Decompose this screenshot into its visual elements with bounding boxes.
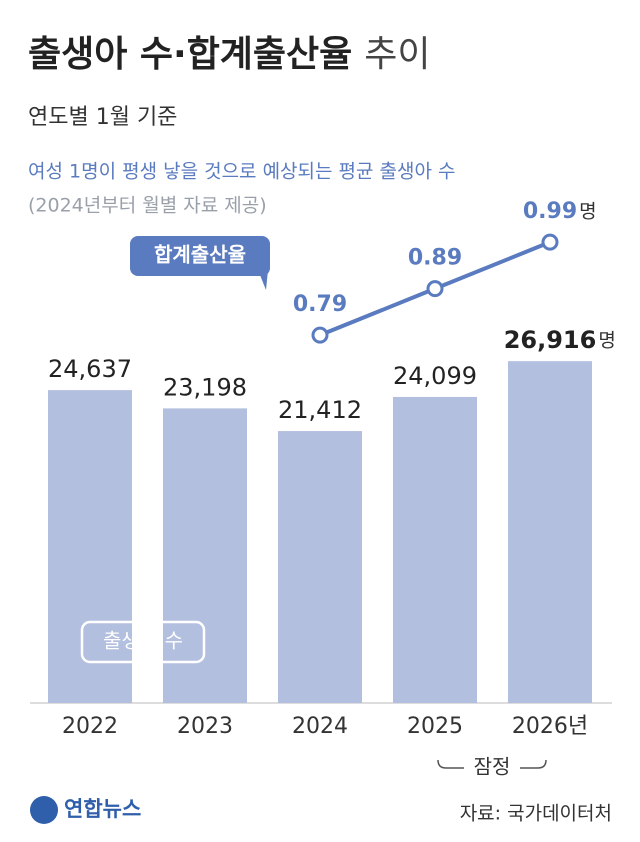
value-label: 23,198 [163,373,247,401]
legend-box [130,236,270,276]
value-label: 0.99 [523,199,577,224]
legend-box [80,620,206,664]
source: 자료: 국가데이터처 [460,803,612,825]
value-label: 0.89 [408,246,462,271]
x-tick-label: 2026년 [512,714,588,739]
value-label: 24,637 [48,355,132,383]
value-label: 24,099 [393,362,477,390]
line-point [311,326,329,344]
logo-icon [30,796,58,824]
provisional-label: 잠정 [474,755,511,779]
bar [393,396,477,703]
unit-label: 명 [579,201,596,223]
x-tick-label: 2023 [177,714,233,739]
note: 여성 1명이 평생 낳을 것으로 예상되는 평균 출생아 수 [28,161,456,183]
logo: 연합뉴스 [64,797,141,821]
value-label: 21,412 [278,396,362,424]
line-point [426,280,444,298]
bracket [437,759,547,769]
chart-title: 출생아 수·합계출산율 [28,34,352,75]
unit-label: 명 [598,330,615,352]
subtitle: 연도별 1월 기준 [28,105,177,130]
x-tick-label: 2025 [407,714,463,739]
x-tick-label: 2024 [292,714,348,739]
note-detail: (2024년부터 월별 자료 제공) [28,195,267,217]
value-label: 0.79 [293,292,347,317]
bar [163,408,247,703]
x-tick-label: 2022 [62,714,118,739]
bar [508,361,592,703]
value-label: 26,916 [504,326,597,354]
legend-label: 합계출산율 [154,243,246,267]
legend-label: 출생아 수 [103,629,183,653]
line-point [541,233,559,251]
chart-title-suffix: 추이 [364,34,430,75]
bar [48,390,132,703]
bar [278,431,362,703]
